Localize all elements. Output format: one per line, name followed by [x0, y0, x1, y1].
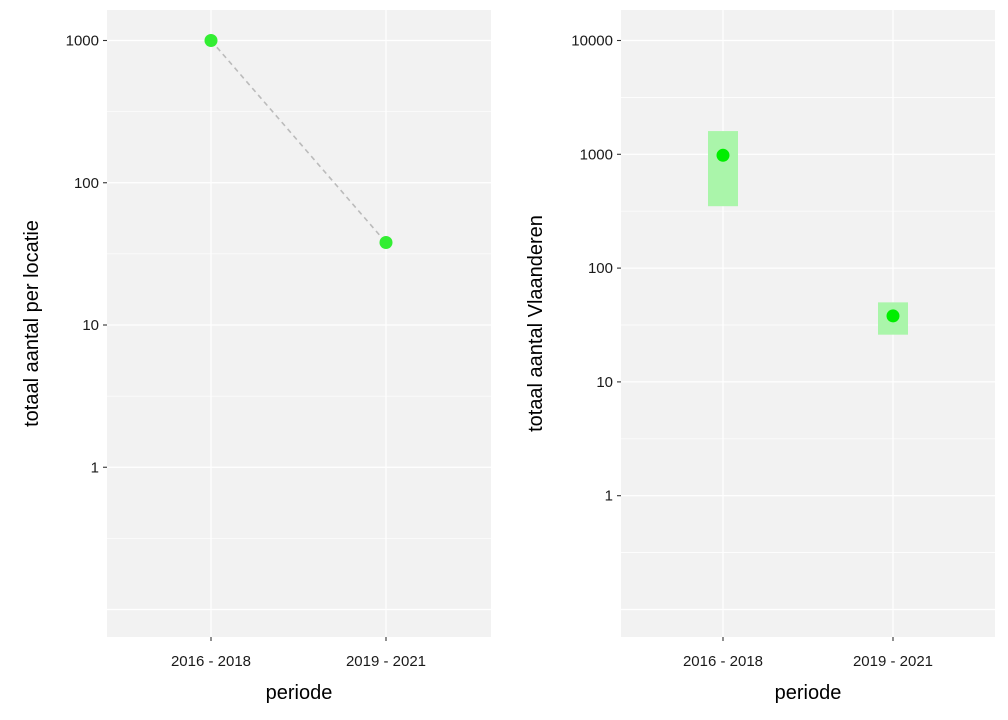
- right-y-tick-label: 1: [605, 488, 613, 505]
- left-y-tick-label: 1000: [66, 33, 99, 50]
- right-data-point: [886, 309, 900, 323]
- left-panel-background: [107, 10, 491, 637]
- right-y-tick-label: 100: [588, 260, 613, 277]
- left-y-axis-title: totaal aantal per locatie: [21, 220, 43, 427]
- left-x-axis-title: periode: [266, 682, 333, 704]
- right-x-tick-label: 2016 - 2018: [683, 653, 763, 670]
- right-x-tick-label: 2019 - 2021: [853, 653, 933, 670]
- right-ticks: 1 10 100 1000 10000 2016 - 2018 2019 - 2021: [571, 33, 933, 671]
- left-x-tick-label: 2016 - 2018: [171, 653, 251, 670]
- right-y-tick-label: 10000: [571, 33, 613, 50]
- left-y-tick-label: 10: [82, 317, 99, 334]
- left-data-point: [204, 34, 218, 47]
- left-data-point: [379, 236, 393, 250]
- left-ticks: 1 10 100 1000 2016 - 2018 2019 - 2021: [66, 33, 426, 671]
- right-y-tick-label: 10: [596, 374, 613, 391]
- right-x-axis-title: periode: [775, 682, 842, 704]
- right-y-tick-label: 1000: [580, 146, 613, 163]
- left-panel: 1 10 100 1000 2016 - 2018 2019 - 2021 totaal …: [21, 10, 491, 704]
- left-gridlines: [107, 10, 491, 637]
- left-y-tick-label: 1: [91, 459, 99, 476]
- left-x-tick-label: 2019 - 2021: [346, 653, 426, 670]
- right-marks: [708, 131, 908, 335]
- left-y-tick-label: 100: [74, 175, 99, 192]
- left-marks: [204, 34, 393, 250]
- right-data-point: [716, 148, 730, 162]
- right-interval-band: [708, 131, 738, 207]
- right-panel: 1 10 100 1000 10000 2016 - 2018 2019 - 2021 to…: [525, 10, 995, 704]
- right-panel-background: [621, 10, 995, 637]
- right-y-axis-title: totaal aantal Vlaanderen: [525, 215, 547, 432]
